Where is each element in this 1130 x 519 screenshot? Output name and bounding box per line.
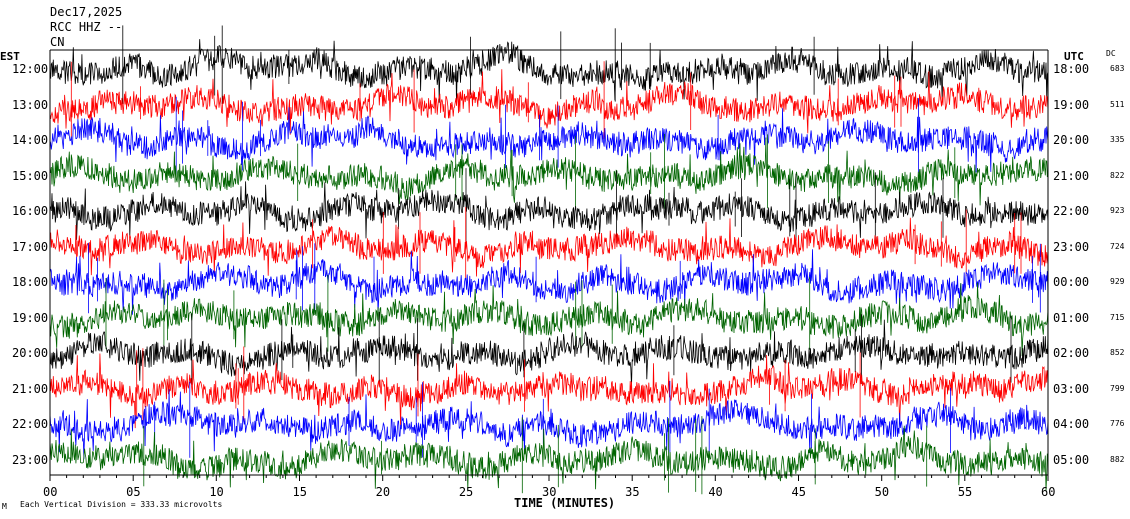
local-hour-label: 12:00: [12, 62, 49, 76]
utc-hour-label: 19:00: [1053, 97, 1090, 112]
seismic-trace: [49, 353, 1049, 429]
x-tick-label: 35: [625, 485, 640, 499]
utc-hour-label: 23:00: [1053, 239, 1090, 254]
seismic-trace: [49, 319, 1049, 388]
dc-offset-value: 852: [1110, 348, 1125, 357]
seismic-trace: [49, 137, 1049, 206]
seismic-trace: [49, 282, 1049, 357]
dc-offset-value: 683: [1110, 64, 1125, 73]
x-tick-label: 45: [791, 485, 806, 499]
local-hour-label: 16:00: [12, 204, 49, 218]
seismic-trace: [49, 217, 1049, 277]
dc-offset-value: 776: [1110, 419, 1125, 428]
dc-column-header: DC: [1106, 49, 1116, 58]
scale-note: Each Vertical Division = 333.33 microvol…: [20, 500, 223, 509]
dc-offset-value: 799: [1110, 383, 1125, 393]
utc-hour-label: 21:00: [1053, 168, 1090, 183]
local-hour-label: 21:00: [12, 381, 49, 396]
x-tick-label: 20: [375, 485, 391, 499]
local-hour-label: 23:00: [12, 452, 49, 467]
network-code: CN: [50, 35, 65, 49]
dc-offset-value: 923: [1110, 206, 1125, 215]
utc-hour-label: 22:00: [1053, 204, 1090, 218]
utc-hour-label: 05:00: [1053, 452, 1090, 467]
local-hour-label: 13:00: [12, 97, 49, 112]
local-hour-label: 19:00: [12, 310, 49, 325]
x-tick-label: 50: [874, 485, 890, 499]
x-tick-label: 10: [209, 485, 224, 499]
seismic-trace: [49, 39, 1049, 104]
x-tick-label: 25: [458, 485, 474, 499]
dc-offset-value: 715: [1110, 312, 1125, 322]
x-axis-title: TIME (MINUTES): [514, 496, 616, 510]
x-tick-label: 60: [1041, 485, 1056, 499]
dc-offset-value: 724: [1110, 241, 1125, 251]
logo-icon: M: [2, 502, 7, 511]
local-hour-label: 15:00: [12, 168, 49, 183]
dc-offset-value: 511: [1110, 99, 1125, 109]
dc-offset-value: 882: [1110, 454, 1125, 464]
time-axis: [49, 49, 1049, 481]
x-tick-label: 40: [708, 485, 723, 499]
x-tick-label: 55: [957, 485, 973, 499]
utc-hour-label: 00:00: [1053, 275, 1090, 289]
x-tick-label: 00: [43, 485, 58, 499]
dc-offset-value: 335: [1110, 135, 1125, 144]
dc-offset-value: 822: [1110, 170, 1125, 180]
utc-hour-label: 20:00: [1053, 133, 1090, 147]
seismic-trace: [49, 69, 1049, 135]
recording-date: Dec17,2025: [50, 5, 123, 19]
seismic-trace: [49, 249, 1049, 316]
local-timezone-label: EST: [0, 50, 20, 63]
local-hour-label: 17:00: [12, 239, 49, 254]
x-tick-label: 15: [292, 485, 307, 499]
local-hour-label: 18:00: [12, 275, 49, 289]
utc-timezone-label: UTC: [1064, 50, 1084, 63]
local-hour-label: 20:00: [12, 346, 49, 360]
seismic-trace: [49, 181, 1049, 240]
utc-hour-label: 03:00: [1053, 381, 1090, 396]
x-tick-label: 30: [542, 485, 557, 499]
utc-hour-label: 02:00: [1053, 346, 1090, 360]
station-channel: RCC HHZ --: [50, 20, 123, 34]
x-tick-label: 05: [126, 485, 141, 499]
local-hour-label: 22:00: [12, 417, 49, 431]
utc-hour-label: 04:00: [1053, 417, 1090, 431]
dc-offset-value: 929: [1110, 277, 1125, 286]
seismic-trace: [49, 107, 1049, 173]
seismic-trace: [49, 389, 1049, 460]
seismic-trace: [49, 425, 1049, 492]
utc-hour-label: 01:00: [1053, 310, 1090, 325]
local-hour-label: 14:00: [12, 133, 49, 147]
seismic-traces: [49, 25, 1049, 495]
utc-hour-label: 18:00: [1053, 62, 1090, 76]
